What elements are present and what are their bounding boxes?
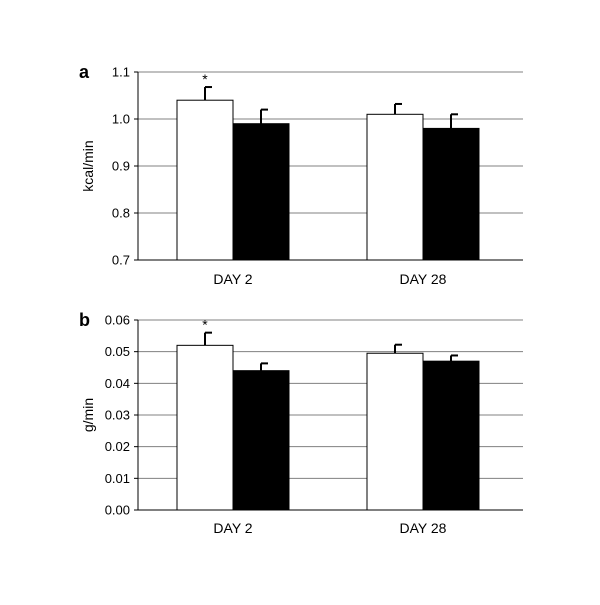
y-tick-label: 1.0 — [112, 112, 130, 127]
significance-mark: * — [202, 71, 208, 87]
x-category-label: DAY 2 — [213, 520, 252, 536]
y-tick-label: 0.04 — [105, 376, 130, 391]
x-category-label: DAY 28 — [400, 520, 447, 536]
y-axis-title: kcal/min — [80, 140, 96, 191]
y-tick-label: 0.8 — [112, 206, 130, 221]
y-tick-label: 0.7 — [112, 253, 130, 268]
bar-day-28-series-1 — [366, 352, 424, 511]
chart-panel-b: 0.00 0.01 0.02 0.03 0.04 0.05 0.06 * DAY 2 DAY 28… — [79, 310, 523, 536]
y-tick-label: 0.06 — [105, 313, 130, 328]
x-category-label: DAY 2 — [213, 271, 252, 287]
x-category-label: DAY 28 — [400, 271, 447, 287]
bar-day-28-series-2 — [422, 360, 480, 511]
y-tick-label: 0.05 — [105, 344, 130, 359]
bar-day-28-series-2 — [422, 127, 480, 261]
bar-day-28-series-1 — [366, 113, 424, 261]
y-tick-label: 0.01 — [105, 471, 130, 486]
y-tick-label: 0.9 — [112, 159, 130, 174]
y-tick-label: 1.1 — [112, 65, 130, 80]
panel-letter: a — [79, 62, 90, 82]
significance-mark: * — [202, 317, 208, 333]
bar-day-2-series-1 — [176, 99, 234, 261]
y-axis-title: g/min — [80, 398, 96, 432]
bar-day-2-series-1 — [176, 344, 234, 511]
y-tick-label: 0.02 — [105, 439, 130, 454]
bar-day-2-series-2 — [232, 123, 290, 261]
y-tick-label: 0.00 — [105, 503, 130, 518]
y-tick-label: 0.03 — [105, 408, 130, 423]
panel-letter: b — [79, 310, 90, 330]
chart-panel-a: 0.7 0.8 0.9 1.0 1.1 * DAY 2 DAY 28 kcal/min a — [79, 62, 523, 287]
bar-day-2-series-2 — [232, 370, 290, 511]
